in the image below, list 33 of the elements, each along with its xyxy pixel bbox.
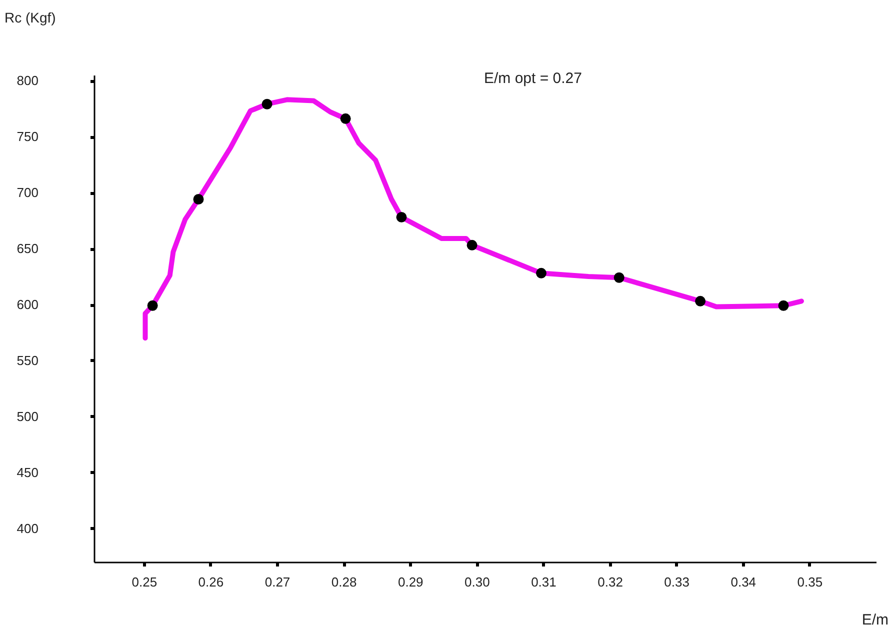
point: [614, 272, 624, 283]
point: [536, 268, 546, 278]
y-tick-label: 650: [16, 241, 38, 256]
y-tick-label: 600: [16, 297, 38, 312]
point: [695, 296, 706, 306]
point: [147, 300, 158, 311]
x-tick-label: 0.29: [398, 574, 424, 590]
y-tick-label: 400: [16, 520, 38, 536]
x-tick-label: 0.31: [531, 574, 556, 590]
point: [262, 98, 272, 110]
x-tick-label: 0.35: [797, 574, 823, 590]
annotation: E/m opt = 0.27: [484, 70, 582, 87]
x-tick-label: 0.26: [198, 574, 224, 590]
x-tick-label: 0.32: [598, 574, 623, 590]
x-axis-title: E/m: [862, 612, 888, 628]
x-tick-label: 0.27: [264, 574, 290, 590]
y-tick-label: 700: [16, 185, 38, 200]
y-tick-label: 500: [16, 408, 38, 424]
y-tick-label: 550: [16, 352, 38, 368]
x-tick-label: 0.30: [464, 574, 490, 590]
x-tick-label: 0.25: [132, 574, 158, 590]
point: [466, 240, 478, 250]
y-tick-label: 800: [16, 73, 38, 88]
x-tick-label: 0.28: [331, 574, 357, 590]
y-tick-label: 750: [16, 129, 38, 144]
point: [193, 194, 204, 205]
point: [778, 300, 789, 311]
x-tick-label: 0.34: [730, 574, 756, 590]
point: [396, 212, 407, 222]
point: [340, 113, 351, 124]
y-axis-title: Rc (Kgf): [4, 10, 56, 26]
y-tick-label: 450: [16, 464, 38, 480]
x-tick-label: 0.33: [664, 574, 690, 590]
